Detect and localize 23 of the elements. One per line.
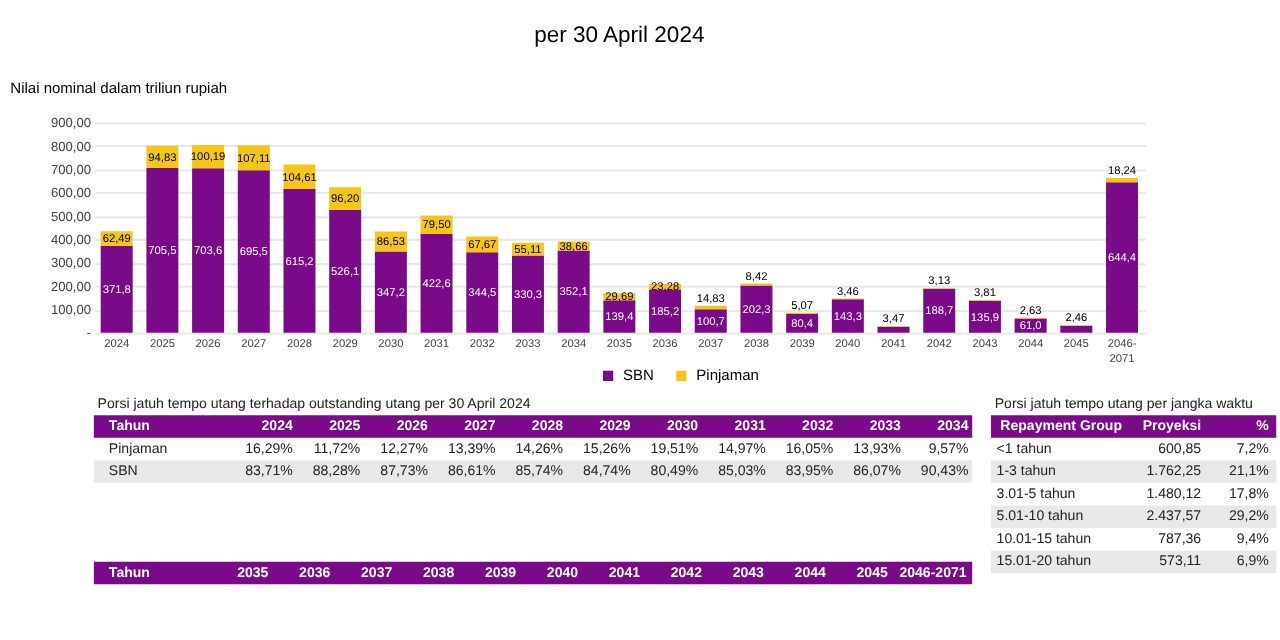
bar [511, 255, 544, 333]
bar [329, 209, 362, 333]
bar [923, 288, 956, 333]
bar [968, 300, 1001, 333]
bar [466, 252, 499, 333]
legend-label: Pinjaman [696, 365, 759, 384]
bar [1106, 177, 1139, 183]
bar [1060, 325, 1093, 333]
bar [100, 245, 133, 333]
bar [283, 189, 316, 333]
chart-title: per 30 April 2024 [534, 23, 705, 48]
bar [420, 234, 453, 333]
bar [557, 250, 590, 333]
bar [237, 170, 270, 333]
legend-label: SBN [623, 365, 654, 384]
bar [877, 326, 910, 333]
bar [146, 167, 179, 333]
bar [1106, 182, 1139, 333]
bar [374, 251, 407, 333]
bar [740, 285, 773, 333]
bar [192, 168, 225, 333]
y-axis-title: Nilai nominal dalam triliun rupiah [10, 79, 228, 98]
bar [649, 289, 682, 333]
